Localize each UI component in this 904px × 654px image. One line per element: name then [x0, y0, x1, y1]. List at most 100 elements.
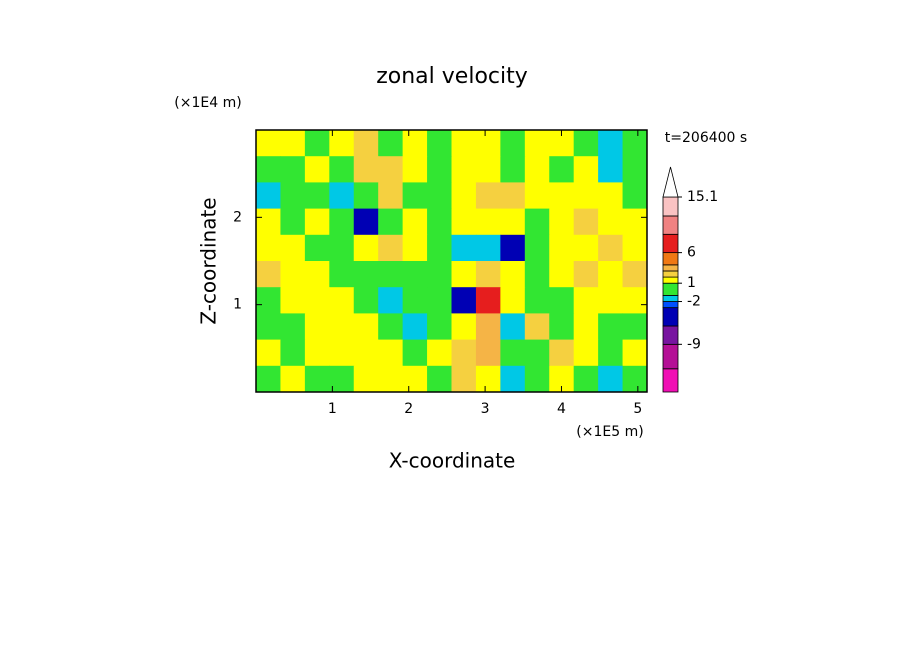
contour-cell	[427, 208, 452, 236]
contour-cell	[524, 208, 550, 236]
contour-cell	[402, 365, 428, 393]
contour-cell	[256, 287, 281, 314]
contour-cell	[378, 234, 404, 262]
contour-cell	[353, 182, 379, 210]
y-tick-label: 1	[233, 297, 242, 313]
x-tick-label: 3	[481, 401, 490, 417]
plot-frame	[255, 129, 648, 393]
contour-cell	[329, 156, 355, 183]
contour-cell	[451, 339, 477, 367]
contour-cell	[549, 339, 575, 367]
colorbar-extend	[662, 166, 679, 198]
contour-cell	[573, 130, 599, 157]
contour-cell	[378, 339, 404, 367]
contour-cell	[378, 130, 404, 157]
contour-cell	[549, 287, 575, 314]
contour-cell	[475, 261, 501, 288]
colorbar-segment	[662, 252, 679, 266]
contour-cell	[280, 365, 306, 393]
colorbar-segment	[662, 282, 679, 296]
contour-cell	[378, 261, 404, 288]
y-unit: (×1E4 m)	[174, 95, 241, 111]
contour-cell	[256, 234, 281, 262]
contour-cell	[622, 261, 648, 288]
contour-cell	[451, 182, 477, 210]
axes: 1 2 3 4 5 1 2	[233, 129, 648, 417]
contour-cell	[256, 130, 281, 157]
contour-cell	[256, 339, 281, 367]
contour-cell	[304, 234, 330, 262]
contour-cell	[304, 313, 330, 341]
contour-cell	[329, 313, 355, 341]
contour-cell	[353, 339, 379, 367]
contour-cell	[427, 182, 452, 210]
contour-cell	[304, 156, 330, 183]
contour-cell	[622, 182, 648, 210]
contour-cell	[402, 208, 428, 236]
contour-cell	[500, 287, 526, 314]
colorbar-tick-label: 15.1	[687, 189, 718, 205]
contour-cell	[451, 261, 477, 288]
contour-cell	[598, 182, 624, 210]
contour-cell	[622, 339, 648, 367]
contour-cell	[573, 208, 599, 236]
contour-cell	[378, 365, 404, 393]
contour-cell	[451, 208, 477, 236]
contour-cell	[280, 261, 306, 288]
contour-cell	[598, 365, 624, 393]
x-tick-label: 2	[404, 401, 413, 417]
contour-cell	[475, 339, 501, 367]
contour-cell	[598, 156, 624, 183]
contour-cell	[427, 130, 452, 157]
contour-cell	[524, 182, 550, 210]
contour-cell	[256, 261, 281, 288]
contour-cell	[524, 313, 550, 341]
contour-cell	[475, 287, 501, 314]
contour-cell	[500, 156, 526, 183]
contour-cell	[256, 182, 281, 210]
colorbar-tick-label: 1	[687, 275, 696, 291]
contour-cell	[304, 365, 330, 393]
contour-cell	[329, 130, 355, 157]
contour-cell	[402, 234, 428, 262]
contour-cell	[500, 261, 526, 288]
contour-cell	[573, 365, 599, 393]
contour-cell	[524, 130, 550, 157]
contour-cell	[622, 365, 648, 393]
contour-cell	[622, 234, 648, 262]
contour-cell	[549, 234, 575, 262]
contour-cell	[500, 130, 526, 157]
contour-cell	[475, 365, 501, 393]
contour-cell	[451, 313, 477, 341]
contour-cell	[475, 208, 501, 236]
contour-cell	[402, 156, 428, 183]
contour-cell	[280, 313, 306, 341]
contour-cell	[402, 130, 428, 157]
contour-cell	[475, 313, 501, 341]
contour-cell	[549, 261, 575, 288]
colorbar-tick-label: 6	[687, 245, 696, 261]
contour-cell	[304, 208, 330, 236]
colorbar-segment	[662, 301, 679, 309]
contour-cell	[451, 234, 477, 262]
colorbar-segment	[662, 270, 679, 278]
contour-cell	[280, 339, 306, 367]
colorbar-segment	[662, 368, 679, 393]
contour-cell	[329, 234, 355, 262]
contour-cell	[475, 130, 501, 157]
contour-cell	[524, 261, 550, 288]
contour-cell	[329, 261, 355, 288]
chart-title: zonal velocity	[376, 64, 528, 89]
colorbar-tick-label: -2	[687, 294, 701, 310]
contour-cell	[500, 182, 526, 210]
contour-cell	[622, 156, 648, 183]
colorbar-tick-label: -9	[687, 336, 701, 352]
contour-cell	[427, 313, 452, 341]
colorbar-segment	[662, 343, 679, 370]
contour-cell	[524, 287, 550, 314]
contour-cell	[353, 365, 379, 393]
contour-cell	[598, 261, 624, 288]
contour-field	[256, 130, 648, 393]
contour-cell	[524, 365, 550, 393]
contour-cell	[353, 130, 379, 157]
